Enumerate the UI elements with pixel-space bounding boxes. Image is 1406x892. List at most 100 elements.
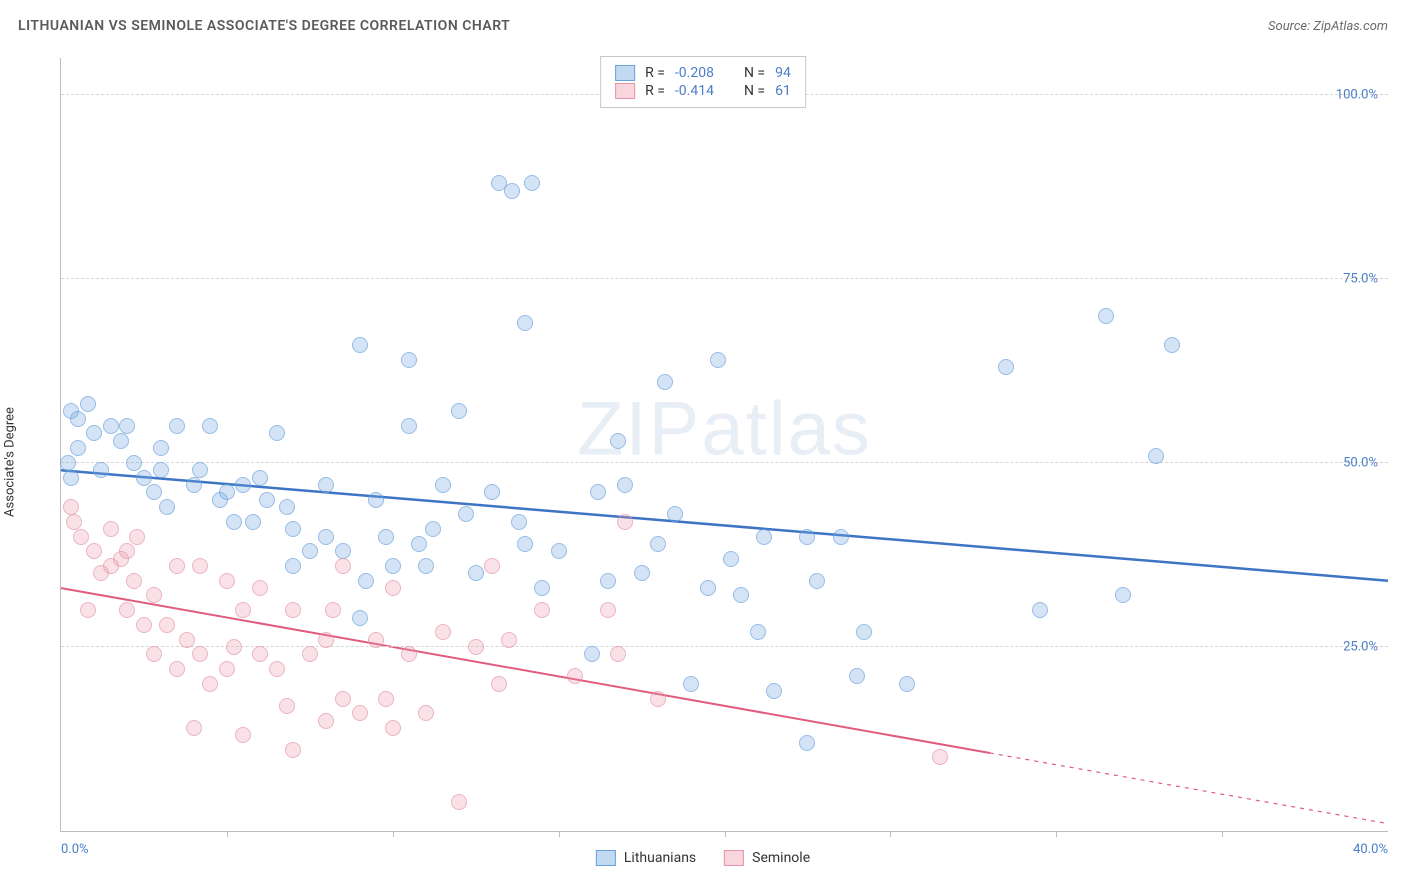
- data-point: [799, 529, 815, 545]
- data-point: [269, 425, 285, 441]
- data-point: [179, 632, 195, 648]
- data-point: [93, 462, 109, 478]
- trend-lines: [61, 58, 1388, 831]
- x-tick: [559, 831, 560, 837]
- data-point: [756, 529, 772, 545]
- data-point: [136, 470, 152, 486]
- data-point: [252, 646, 268, 662]
- data-point: [435, 477, 451, 493]
- data-point: [119, 543, 135, 559]
- data-point: [1032, 602, 1048, 618]
- data-point: [617, 514, 633, 530]
- data-point: [683, 676, 699, 692]
- data-point: [103, 418, 119, 434]
- x-tick: [1056, 831, 1057, 837]
- data-point: [186, 477, 202, 493]
- data-point: [136, 617, 152, 633]
- data-point: [252, 580, 268, 596]
- legend-item-a: Lithuanians: [596, 850, 696, 866]
- data-point: [202, 418, 218, 434]
- data-point: [650, 691, 666, 707]
- data-point: [129, 529, 145, 545]
- data-point: [73, 529, 89, 545]
- data-point: [1098, 308, 1114, 324]
- data-point: [192, 558, 208, 574]
- data-point: [524, 175, 540, 191]
- data-point: [70, 411, 86, 427]
- data-point: [849, 668, 865, 684]
- data-point: [899, 676, 915, 692]
- data-point: [799, 735, 815, 751]
- x-tick: [725, 831, 726, 837]
- data-point: [269, 661, 285, 677]
- data-point: [435, 624, 451, 640]
- data-point: [750, 624, 766, 640]
- data-point: [80, 396, 96, 412]
- data-point: [401, 352, 417, 368]
- n-value-a: 94: [775, 65, 791, 81]
- data-point: [285, 558, 301, 574]
- data-point: [245, 514, 261, 530]
- data-point: [70, 440, 86, 456]
- data-point: [468, 565, 484, 581]
- data-point: [235, 477, 251, 493]
- data-point: [146, 587, 162, 603]
- data-point: [219, 573, 235, 589]
- data-point: [146, 484, 162, 500]
- data-point: [192, 462, 208, 478]
- gridline: [61, 278, 1388, 279]
- data-point: [66, 514, 82, 530]
- y-tick-label: 75.0%: [1343, 271, 1378, 286]
- data-point: [202, 676, 218, 692]
- r-label: R =: [645, 83, 665, 99]
- data-point: [833, 529, 849, 545]
- data-point: [733, 587, 749, 603]
- data-point: [126, 455, 142, 471]
- x-tick-label: 40.0%: [1353, 842, 1388, 857]
- data-point: [119, 602, 135, 618]
- x-tick-label: 0.0%: [61, 842, 89, 857]
- data-point: [723, 551, 739, 567]
- x-tick: [393, 831, 394, 837]
- data-point: [451, 403, 467, 419]
- data-point: [551, 543, 567, 559]
- y-tick-label: 50.0%: [1343, 455, 1378, 470]
- data-point: [169, 418, 185, 434]
- data-point: [169, 558, 185, 574]
- data-point: [484, 558, 500, 574]
- data-point: [1115, 587, 1131, 603]
- data-point: [113, 433, 129, 449]
- data-point: [378, 529, 394, 545]
- data-point: [809, 573, 825, 589]
- data-point: [501, 632, 517, 648]
- data-point: [610, 433, 626, 449]
- data-point: [418, 558, 434, 574]
- data-point: [368, 492, 384, 508]
- y-axis-label: Associate's Degree: [3, 407, 18, 517]
- watermark: ZIPatlas: [577, 386, 872, 473]
- data-point: [153, 462, 169, 478]
- data-point: [285, 742, 301, 758]
- data-point: [153, 440, 169, 456]
- data-point: [335, 543, 351, 559]
- data-point: [610, 646, 626, 662]
- data-point: [567, 668, 583, 684]
- legend-row-series-a: R = -0.208 N = 94: [615, 65, 791, 81]
- plot-area: ZIPatlas 25.0%50.0%75.0%100.0%0.0%40.0%: [60, 58, 1388, 832]
- data-point: [657, 374, 673, 390]
- r-value-b: -0.414: [675, 83, 714, 99]
- data-point: [159, 499, 175, 515]
- x-tick: [227, 831, 228, 837]
- gridline: [61, 462, 1388, 463]
- n-label: N =: [744, 65, 765, 81]
- data-point: [318, 477, 334, 493]
- data-point: [146, 646, 162, 662]
- data-point: [590, 484, 606, 500]
- data-point: [86, 543, 102, 559]
- data-point: [186, 720, 202, 736]
- data-point: [159, 617, 175, 633]
- data-point: [517, 536, 533, 552]
- data-point: [60, 455, 76, 471]
- data-point: [279, 698, 295, 714]
- data-point: [766, 683, 782, 699]
